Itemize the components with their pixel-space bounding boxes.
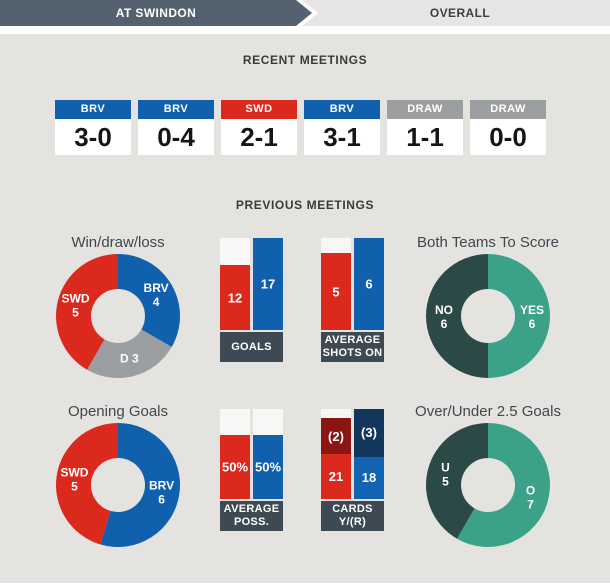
bar-brv: 17 [253,238,283,330]
bar-chart-label-line: AVERAGE [223,503,280,515]
win-draw-loss-donut: BRV 4 D 3 SWD 5 [56,254,180,378]
cards-bars: (2) 21 (3) 18 [321,409,384,499]
meeting-score: 3-0 [55,119,131,155]
possession-label: AVERAGE POSS. [220,501,283,531]
bar-swd: (2) 21 [321,409,351,499]
bar-brv: (3) 18 [354,409,384,499]
bar-chart-label-line: Y/(R) [338,516,367,528]
bar-chart-label-line: AVERAGE [324,334,381,346]
chart-opening-goals: Opening Goals BRV 6 SWD 5 [28,403,208,547]
chart-title: Opening Goals [67,403,169,420]
previous-meetings-heading: PREVIOUS MEETINGS [235,198,375,212]
meeting-score: 0-0 [470,119,546,155]
tab-divider [0,26,610,34]
bar-swd: 12 [220,238,250,330]
bar-brv: 6 [354,238,384,330]
bar-brv: 50% [253,409,283,499]
possession-bars: 50% 50% [220,409,283,499]
recent-meetings-row: BRV 3-0 BRV 0-4 SWD 2-1 BRV 3-1 DRAW 1-1 DRAW 0-0 [55,100,546,155]
tab-bar: OVERALL AT SWINDON [0,0,610,26]
bar-fill: 12 [220,265,250,330]
both-teams-to-score-donut: YES 6 NO 6 [426,254,550,378]
chart-average-possession: 50% 50% AVERAGE POSS. [220,409,283,531]
donut-slice-u [426,423,488,539]
meeting-winner-badge: DRAW [387,100,463,119]
bar-swd: 5 [321,238,351,330]
tab-overall[interactable]: OVERALL [429,6,491,20]
bar-value: 6 [365,276,373,292]
meeting-winner-badge: BRV [304,100,380,119]
meeting-winner-badge: SWD [221,100,297,119]
bar-value: 50% [254,459,282,475]
bar-value: 5 [332,284,340,300]
bar-chart-label-line: CARDS [332,503,373,515]
bar-segment: (3) [354,409,384,457]
chart-title: Win/draw/loss [71,234,165,251]
meeting-cell: DRAW 0-0 [470,100,546,155]
bar-chart-label-line: SHOTS ON [322,347,383,359]
meeting-winner-badge: BRV [55,100,131,119]
donut-slice-o [457,423,550,547]
chart-win-draw-loss: Win/draw/loss BRV 4 D 3 SWD 5 [28,234,208,378]
chart-both-teams-to-score: Both Teams To Score YES 6 NO 6 [398,234,578,378]
donut-slice-label: SWD 5 [61,292,89,320]
recent-meetings-heading: RECENT MEETINGS [242,53,368,67]
meeting-score: 2-1 [221,119,297,155]
shots-label: AVERAGE SHOTS ON [321,332,384,362]
goals-bars: 12 17 [220,238,283,330]
bar-fill: 5 [321,253,351,330]
content-area: RECENT MEETINGS BRV 3-0 BRV 0-4 SWD 2-1 BRV 3-1… [0,34,610,583]
donut-slice-d [87,329,172,378]
bar-fill: 50% [253,435,283,499]
meeting-score: 0-4 [138,119,214,155]
meeting-cell: SWD 2-1 [221,100,297,155]
meeting-cell: DRAW 1-1 [387,100,463,155]
opening-goals-donut: BRV 6 SWD 5 [56,423,181,547]
meeting-cell: BRV 3-1 [304,100,380,155]
bar-segment: 18 [354,456,384,499]
donut-slice-yes [488,254,550,378]
chart-title: Both Teams To Score [416,234,560,251]
bar-value: 12 [227,290,243,306]
donut-slice-swd [56,423,118,545]
cards-label: CARDS Y/(R) [321,501,384,531]
donut-slice-label: NO 6 [435,303,453,331]
meeting-cell: BRV 0-4 [138,100,214,155]
chart-title: Over/Under 2.5 Goals [415,403,561,420]
chart-goals: 12 17 GOALS [220,238,283,362]
bar-chart-label-line: GOALS [231,340,272,353]
goals-label: GOALS [220,332,283,362]
meeting-winner-badge: BRV [138,100,214,119]
bar-segment: (2) [321,418,351,454]
bar-value: 17 [260,276,276,292]
tab-at-swindon[interactable]: AT SWINDON [0,0,312,26]
bar-value: 50% [221,459,249,475]
bar-fill: 17 [253,238,283,330]
meeting-score: 1-1 [387,119,463,155]
bar-segment: 21 [321,454,351,499]
meeting-cell: BRV 3-0 [55,100,131,155]
donut-slice-no [426,254,488,378]
meeting-score: 3-1 [304,119,380,155]
chart-cards: (2) 21 (3) 18 CARDS Y/(R) [321,409,384,531]
donut-slice-label: BRV 6 [149,478,174,506]
donut-slice-label: D 3 [120,352,139,366]
meeting-winner-badge: DRAW [470,100,546,119]
bar-fill: 6 [354,238,384,330]
donut-slice-swd [56,254,118,370]
bar-chart-label-line: POSS. [233,516,270,528]
donut-slice-brv [118,254,180,347]
donut-slice-label: BRV 4 [144,281,169,309]
bar-fill: 50% [220,435,250,499]
donut-slice-label: YES 6 [520,303,544,331]
donut-slice-brv [100,423,181,547]
donut-slice-label: SWD 5 [60,466,88,494]
bar-swd: 50% [220,409,250,499]
